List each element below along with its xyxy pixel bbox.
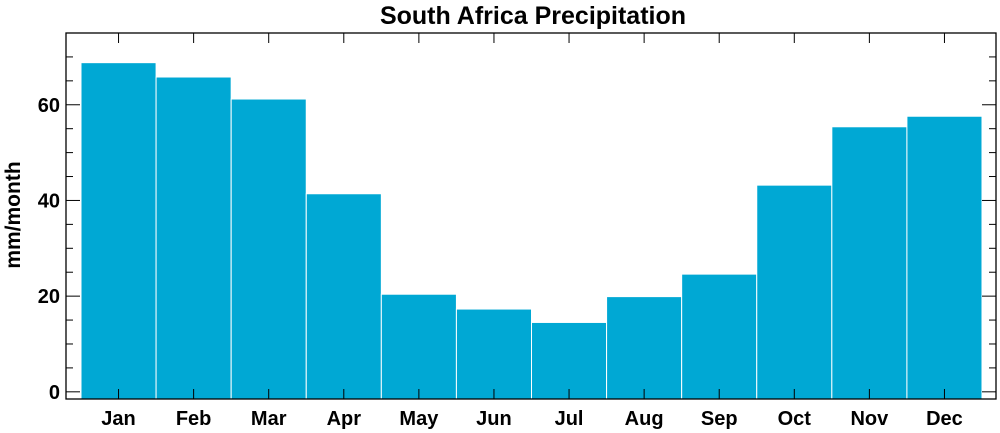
x-tick-label: May xyxy=(399,408,439,430)
plot-frame xyxy=(65,32,997,400)
bar-apr xyxy=(305,193,382,400)
bar-jan xyxy=(80,62,157,400)
x-tick-label: Apr xyxy=(327,408,362,430)
x-tick-label: Feb xyxy=(176,408,212,430)
bar-feb xyxy=(155,76,232,400)
x-tick-label: Dec xyxy=(926,408,963,430)
y-tick-label: 0 xyxy=(49,382,60,404)
bar-mar xyxy=(230,98,307,400)
bar-sep xyxy=(681,273,758,400)
bar-may xyxy=(380,293,457,400)
x-tick-label: Jul xyxy=(555,408,584,430)
bar-oct xyxy=(756,184,833,400)
x-tick-label: Mar xyxy=(251,408,287,430)
chart-title: South Africa Precipitation xyxy=(379,2,687,30)
bar-jul xyxy=(531,321,608,400)
bar-dec xyxy=(906,115,983,400)
x-tick-label: Sep xyxy=(701,408,738,430)
bar-nov xyxy=(831,126,908,400)
x-tick-label: Oct xyxy=(778,408,812,430)
x-tick-label: Jun xyxy=(476,408,512,430)
y-tick-label: 20 xyxy=(38,286,60,308)
y-tick-label: 40 xyxy=(38,190,60,212)
y-tick-label: 60 xyxy=(38,95,60,117)
bar-aug xyxy=(606,296,683,400)
x-tick-label: Aug xyxy=(625,408,664,430)
bar-jun xyxy=(455,308,532,400)
x-tick-label: Nov xyxy=(850,408,889,430)
x-tick-label: Jan xyxy=(101,408,135,430)
